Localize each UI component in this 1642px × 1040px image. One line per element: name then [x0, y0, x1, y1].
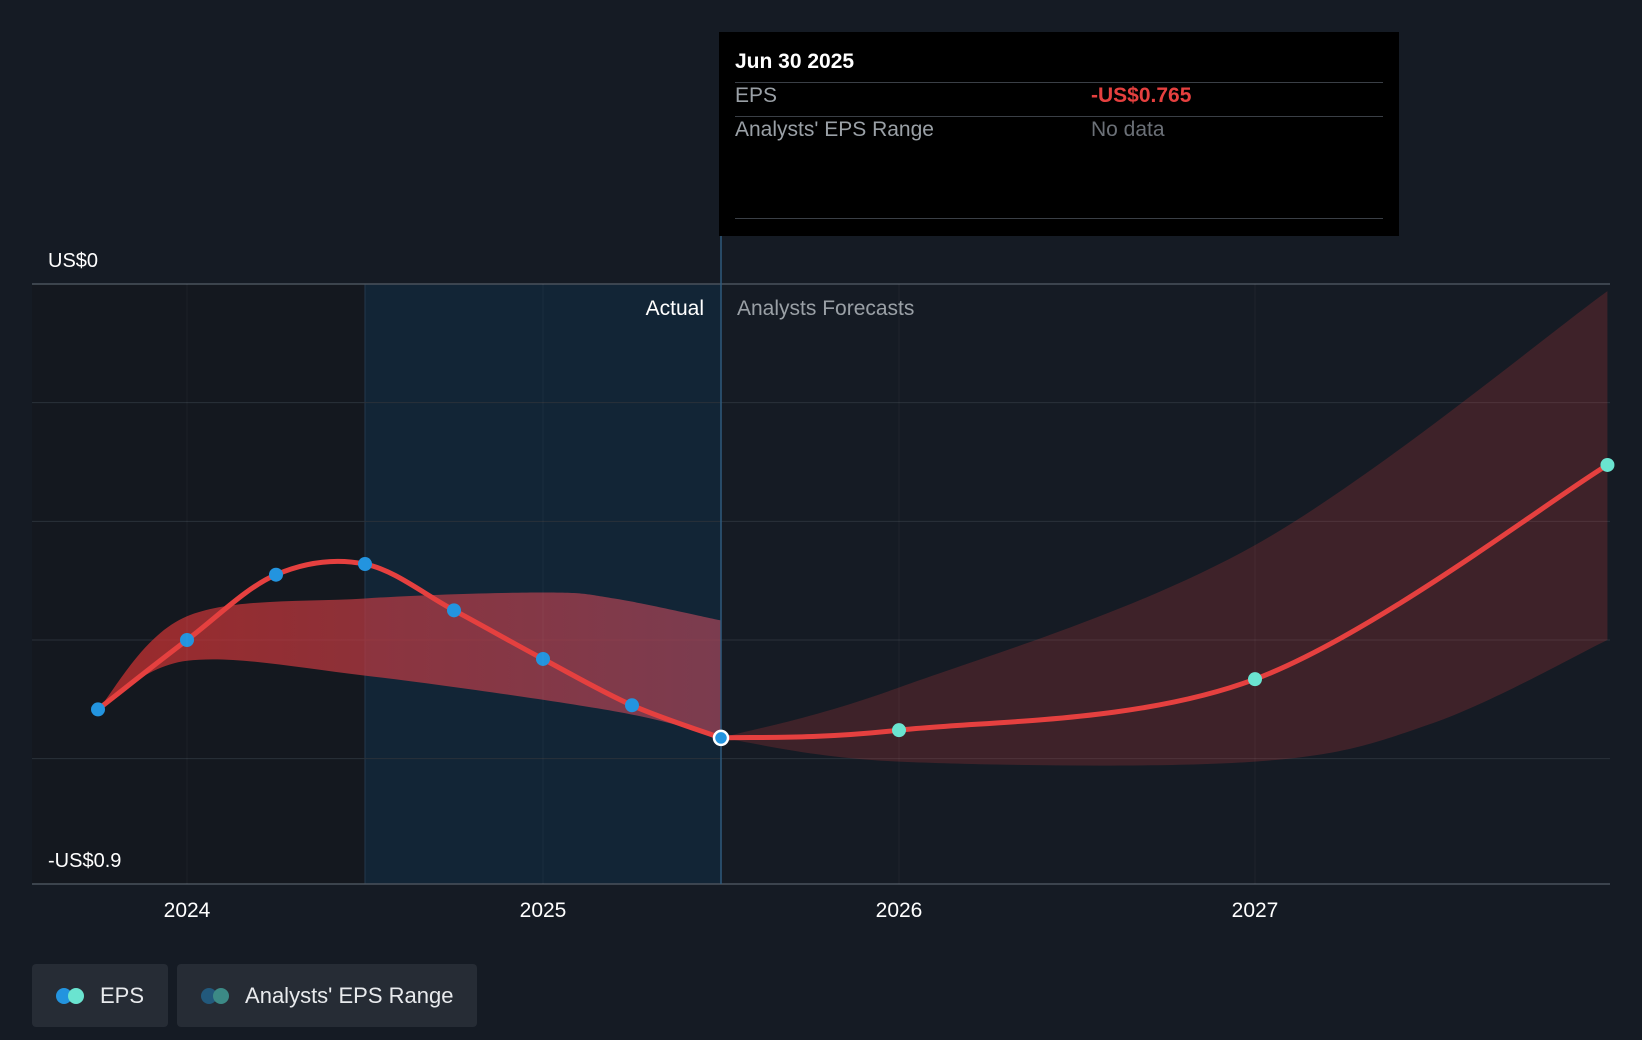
eps-actual-point[interactable]: [91, 702, 105, 717]
y-axis-bottom-label: -US$0.9: [48, 850, 121, 872]
x-tick-label: 2026: [876, 899, 923, 922]
forecast-label: Analysts Forecasts: [737, 297, 914, 320]
actual-period-highlight: [365, 284, 721, 884]
legend-range-label: Analysts' EPS Range: [245, 982, 454, 1008]
range-band-forecast: [721, 291, 1608, 766]
tooltip-eps-label: EPS: [735, 84, 778, 107]
eps-actual-point[interactable]: [269, 567, 283, 582]
eps-actual-point[interactable]: [358, 557, 372, 572]
legend-eps-label: EPS: [100, 982, 145, 1008]
eps-legend-icon: [56, 987, 86, 1004]
eps-actual-point[interactable]: [447, 603, 461, 618]
eps-line-forecast: [718, 462, 1610, 741]
eps-actual-point[interactable]: [625, 698, 639, 713]
eps-actual-point[interactable]: [536, 651, 550, 666]
eps-line-actual: [95, 558, 724, 741]
tooltip-divider: [735, 116, 1383, 117]
tooltip-range-label: Analysts' EPS Range: [735, 118, 934, 141]
eps-points: [91, 457, 1615, 747]
x-tick-label: 2024: [164, 899, 211, 922]
range-legend-icon: [201, 987, 231, 1004]
eps-forecast-point[interactable]: [1248, 672, 1262, 687]
x-tick-label: 2027: [1232, 899, 1279, 922]
legend-range-button[interactable]: Analysts' EPS Range: [177, 964, 478, 1027]
tooltip-date: Jun 30 2025: [735, 50, 855, 73]
legend-eps-button[interactable]: EPS: [32, 964, 169, 1027]
range-band-actual: [98, 592, 721, 738]
eps-highlighted-point[interactable]: [712, 729, 730, 747]
tooltip: Jun 30 2025 EPS -US$0.765 Analysts' EPS …: [719, 32, 1399, 236]
y-axis-top-label: US$0: [48, 250, 98, 272]
x-tick-label: 2025: [520, 899, 567, 922]
tooltip-divider: [735, 82, 1383, 83]
tooltip-range-value: No data: [1091, 118, 1165, 141]
eps-forecast-point[interactable]: [892, 723, 906, 738]
eps-forecast-point[interactable]: [1600, 457, 1615, 472]
tooltip-divider: [735, 218, 1383, 219]
actual-label: Actual: [646, 297, 704, 320]
tooltip-eps-value: -US$0.765: [1091, 84, 1192, 107]
x-axis-ticks: 2024 2025 2026 2027: [164, 284, 1279, 922]
legend: EPS Analysts' EPS Range: [32, 964, 478, 1027]
eps-actual-point[interactable]: [180, 633, 194, 647]
